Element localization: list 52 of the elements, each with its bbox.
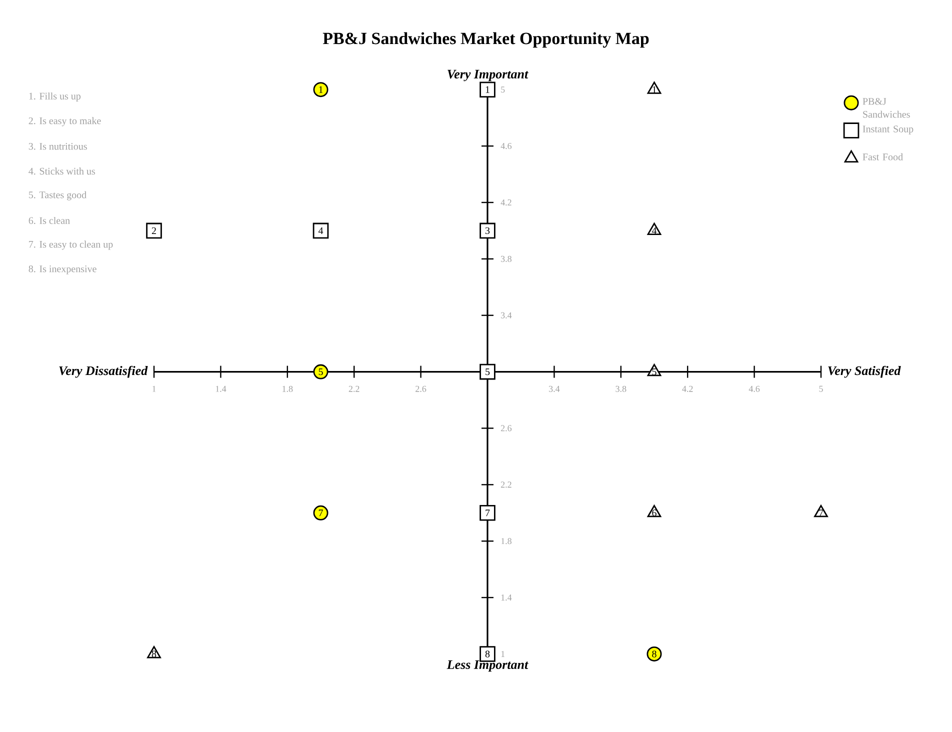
y-tick-label: 1.4 [501,594,512,601]
text: 1. Fills us up [29,92,81,102]
text: 3. Is nutritious [28,143,87,150]
y-tick-label: 2.2 [500,482,512,488]
x-tick-label: 3.4 [549,386,560,392]
y-tick-label: 5 [501,86,505,93]
x-tick-label: 1.4 [216,386,226,392]
legend-label: PB&J Sandwiches [862,98,910,118]
x-tick-label: 4.2 [682,386,693,392]
x-tick-label: 4.6 [748,386,760,392]
chart-title: PB&J Sandwiches Market Opportunity Map [322,32,649,48]
y-tick-label: 1 [501,651,505,657]
annotation: 1 [319,86,323,93]
text: 7. Is easy to clean up [29,240,113,250]
annotation: 5 [318,368,323,376]
x-tick-label: 1.8 [282,386,293,392]
y-tick-label: 3.4 [501,312,512,318]
annotation: 7 [819,510,824,516]
annotation: 7 [318,510,323,516]
y-tick-label: 4.6 [500,142,512,150]
annotation: 5 [652,368,656,376]
x-tick-label: 3.8 [616,386,626,392]
text: Very Dissatisfied [59,366,148,378]
annotation: 2 [152,227,156,234]
text: Very Satisfied [828,366,901,378]
annotation: 7 [486,510,490,516]
annotation: Very Important [448,70,528,82]
legend-label: Fast Food [862,153,903,160]
text: 5. Tastes good [29,191,86,200]
y-tick-label: 4.2 [500,199,512,206]
legend-label: Instant Soup [862,126,914,134]
annotation: 1 [486,86,490,93]
text: 2. Is easy to make [28,117,101,126]
annotation: 4 [652,227,657,234]
text: 4. Sticks with us [28,168,96,175]
x-tick-label: 2.2 [348,386,360,392]
annotation: Less Important [446,660,528,672]
y-tick-label: 1.8 [501,538,512,544]
annotation: 8 [485,650,490,658]
annotation: 8 [652,650,656,658]
annotation: 6 [652,510,656,516]
annotation: 3 [485,227,490,234]
text: 8. Is inexpensive [28,265,96,274]
text: 6. Is clean [28,216,70,224]
x-tick-label: 1 [152,386,156,392]
y-tick-label: 3.8 [501,256,512,262]
annotation: 5 [486,368,490,376]
x-tick-label: 2.6 [416,386,426,392]
point [480,82,496,98]
annotation: 4 [318,227,324,234]
x-tick-label: 5 [819,386,823,392]
y-tick-label: 2.6 [500,425,512,432]
